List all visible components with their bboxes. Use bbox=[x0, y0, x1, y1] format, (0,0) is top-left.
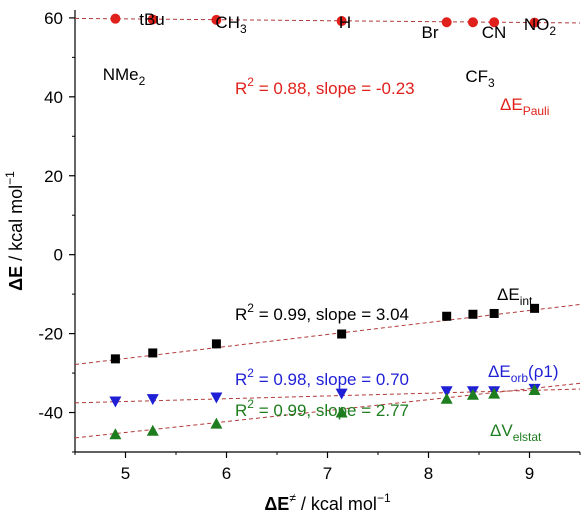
series-label-main: ΔE bbox=[500, 95, 523, 114]
x-tick-label: 6 bbox=[222, 464, 231, 483]
x-axis-title: ΔE≠ / kcal mol−1 bbox=[264, 491, 391, 514]
x-tick-label: 5 bbox=[121, 464, 130, 483]
x-tick-label: 9 bbox=[525, 464, 534, 483]
series-label-sub: elstat bbox=[513, 430, 542, 444]
substituent-label-sub: 2 bbox=[139, 74, 146, 88]
y-tick-label: 0 bbox=[54, 246, 63, 265]
fit-stats-r: R bbox=[235, 401, 247, 420]
x-tick-label: 8 bbox=[424, 464, 433, 483]
substituent-label-main: H bbox=[339, 13, 351, 32]
y-axis-title-exp: −1 bbox=[3, 171, 17, 185]
marker-int bbox=[442, 311, 452, 321]
series-label-orb: ΔEorb(ρ1) bbox=[488, 362, 559, 385]
substituent-label-main: CH bbox=[215, 13, 240, 32]
substituent-label-sub: 3 bbox=[488, 76, 495, 90]
y-axis-title-unit: / kcal mol bbox=[6, 185, 26, 266]
x-axis-title-main: ΔE bbox=[264, 494, 289, 514]
y-tick-label: 20 bbox=[44, 167, 63, 186]
marker-pauli bbox=[489, 17, 500, 28]
series-label-sub: orb bbox=[511, 371, 529, 385]
series-label-elstat: ΔVelstat bbox=[490, 421, 542, 444]
substituent-label: NMe2 bbox=[103, 65, 146, 88]
series-label-int: ΔEint bbox=[497, 285, 533, 308]
fit-stats-text: = 0.98, slope = 0.70 bbox=[254, 370, 409, 389]
marker-int bbox=[148, 348, 158, 358]
fit-stats-r: R bbox=[235, 79, 247, 98]
marker-pauli bbox=[529, 17, 540, 28]
y-tick-label: -20 bbox=[38, 325, 63, 344]
fit-stats-int: R2 = 0.99, slope = 3.04 bbox=[235, 301, 409, 324]
marker-orb bbox=[109, 396, 122, 408]
y-axis-title: ΔE / kcal mol−1 bbox=[3, 171, 26, 291]
marker-elstat bbox=[210, 417, 223, 429]
y-axis-title-main: ΔE bbox=[6, 266, 26, 291]
substituent-label-main: Br bbox=[422, 23, 439, 42]
substituent-label: tBu bbox=[139, 10, 165, 29]
marker-orb bbox=[146, 394, 159, 406]
marker-int bbox=[530, 303, 540, 313]
series-label-pauli: ΔEPauli bbox=[500, 95, 549, 118]
fit-stats-exp: 2 bbox=[247, 366, 254, 380]
marker-int bbox=[468, 309, 478, 319]
fit-stats-exp: 2 bbox=[247, 75, 254, 89]
substituent-label-main: tBu bbox=[139, 10, 165, 29]
marker-orb bbox=[210, 392, 223, 404]
fit-stats-text: = 0.99, slope = 3.04 bbox=[254, 305, 409, 324]
substituent-label-sub: 3 bbox=[240, 22, 247, 36]
marker-pauli bbox=[336, 16, 347, 27]
marker-pauli bbox=[441, 17, 452, 28]
marker-int bbox=[489, 308, 499, 318]
fit-stats-exp: 2 bbox=[247, 397, 254, 411]
marker-int bbox=[110, 354, 120, 364]
fit-stats-text: = 0.88, slope = -0.23 bbox=[254, 79, 415, 98]
y-tick-label: -40 bbox=[38, 404, 63, 423]
substituent-label: Br bbox=[422, 23, 439, 42]
marker-elstat bbox=[335, 406, 348, 418]
marker-elstat bbox=[466, 388, 479, 400]
substituent-label: H bbox=[339, 13, 351, 32]
marker-elstat bbox=[109, 428, 122, 440]
substituent-label-sub: 2 bbox=[549, 24, 556, 38]
series-label-main: ΔE bbox=[497, 285, 520, 304]
y-tick-label: 40 bbox=[44, 88, 63, 107]
fit-stats-exp: 2 bbox=[247, 301, 254, 315]
substituent-label: CH3 bbox=[215, 13, 247, 36]
x-axis-title-unit: / kcal mol bbox=[296, 494, 377, 514]
fit-stats-orb: R2 = 0.98, slope = 0.70 bbox=[235, 366, 409, 389]
substituent-label-main: NO bbox=[524, 15, 550, 34]
fit-stats-elstat: R2 = 0.99, slope = 2.77 bbox=[235, 397, 409, 420]
marker-orb bbox=[335, 388, 348, 400]
marker-elstat bbox=[528, 384, 541, 396]
series-label-main: ΔV bbox=[490, 421, 513, 440]
x-tick-label: 7 bbox=[323, 464, 332, 483]
fit-stats-r: R bbox=[235, 305, 247, 324]
marker-pauli bbox=[110, 13, 121, 24]
fit-stats-r: R bbox=[235, 370, 247, 389]
series-label-main: ΔE bbox=[488, 362, 511, 381]
marker-elstat bbox=[440, 392, 453, 404]
substituent-label: NO2 bbox=[524, 15, 557, 38]
y-tick-label: 60 bbox=[44, 9, 63, 28]
marker-int bbox=[211, 339, 221, 349]
substituent-label: CN bbox=[482, 23, 507, 42]
series-label-sub: int bbox=[520, 294, 533, 308]
marker-pauli bbox=[467, 17, 478, 28]
fit-stats-pauli: R2 = 0.88, slope = -0.23 bbox=[235, 75, 415, 98]
marker-pauli bbox=[147, 14, 158, 25]
substituent-label-main: NMe bbox=[103, 65, 139, 84]
marker-orb bbox=[440, 386, 453, 398]
x-axis-title-exp: −1 bbox=[377, 491, 391, 505]
substituent-label-main: CN bbox=[482, 23, 507, 42]
marker-pauli bbox=[211, 14, 222, 25]
x-axis-title-sup: ≠ bbox=[289, 491, 296, 505]
series-label-sub: Pauli bbox=[523, 104, 550, 118]
series-label-tail: (ρ1) bbox=[528, 362, 558, 381]
substituent-label-main: CF bbox=[465, 67, 488, 86]
marker-elstat bbox=[146, 424, 159, 436]
fit-stats-text: = 0.99, slope = 2.77 bbox=[254, 401, 409, 420]
marker-elstat bbox=[488, 387, 501, 399]
substituent-label: CF3 bbox=[465, 67, 495, 90]
marker-int bbox=[337, 329, 347, 339]
